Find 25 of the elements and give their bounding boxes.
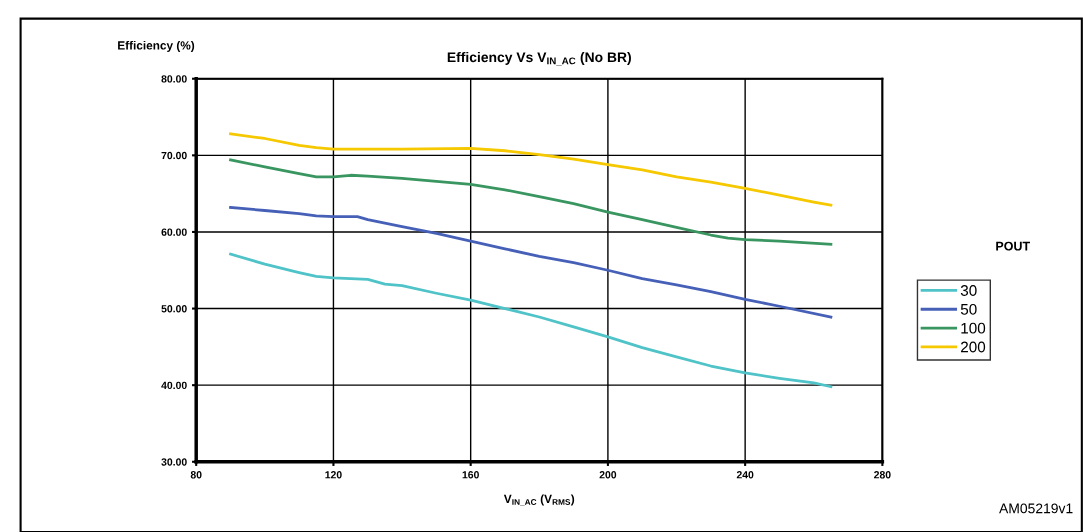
line-series — [229, 252, 833, 389]
y-axis-title: Efficiency (%) — [118, 40, 195, 52]
chart-title: Efficiency Vs V$_{IN_AC}$ (No BR) — [447, 51, 631, 66]
x-tick-label: 280 — [874, 471, 891, 479]
y-tick-label: 40.00 — [161, 381, 187, 390]
line-series — [229, 158, 833, 246]
x-tick-label: 160 — [462, 471, 479, 479]
x-tick-label: 80 — [190, 471, 202, 479]
line-series — [229, 132, 833, 207]
x-axis-title: V$_{IN_AC}$ (V$_{RMS}$) — [503, 494, 575, 506]
legend-title: POUT — [996, 241, 1030, 251]
x-tick-label: 240 — [736, 471, 754, 479]
y-tick-label: 70.00 — [161, 151, 187, 160]
x-tick-label: 200 — [599, 471, 617, 479]
y-tick-label: 60.00 — [161, 228, 187, 236]
y-tick-label: 80.00 — [161, 75, 187, 83]
x-tick-label: 120 — [325, 471, 342, 479]
y-tick-label: 30.00 — [161, 458, 187, 466]
legend-label: 50 — [960, 303, 977, 315]
y-tick-label: 50.00 — [161, 305, 187, 313]
legend-label: 30 — [960, 285, 977, 296]
legend-label: 100 — [961, 322, 986, 334]
legend-label: 200 — [961, 341, 986, 353]
line-series — [229, 206, 833, 319]
text: AM05219v1 — [999, 503, 1073, 514]
